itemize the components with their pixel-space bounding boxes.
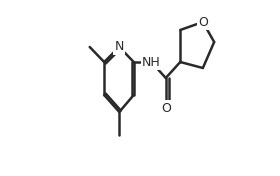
Text: O: O bbox=[161, 102, 171, 115]
Text: NH: NH bbox=[142, 55, 161, 68]
Text: N: N bbox=[115, 40, 124, 54]
Text: O: O bbox=[198, 15, 208, 29]
